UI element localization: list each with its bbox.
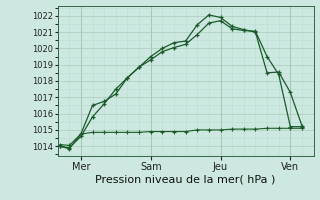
X-axis label: Pression niveau de la mer( hPa ): Pression niveau de la mer( hPa ) <box>95 174 276 184</box>
